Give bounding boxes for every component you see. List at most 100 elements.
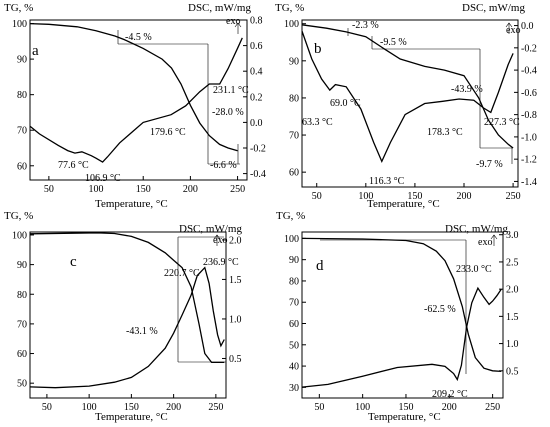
panel-c-plot-frame (29, 231, 227, 399)
panel-d-right-tick-label: 1.0 (506, 339, 519, 350)
panel-c-left-tick-label: 100 (12, 230, 27, 241)
panel-c-right-tick-label: 2.0 (229, 235, 242, 246)
panel-a-right-tick-label: 0.2 (250, 92, 263, 103)
panel-b-guides (347, 28, 513, 164)
panel-b-annotation: 178.3 °C (427, 127, 463, 138)
panel-a-left-tick-label: 80 (17, 90, 27, 101)
panel-d-x-axis-label: Temperature, °C (368, 411, 441, 423)
panel-c-x-tick-label: 250 (208, 402, 223, 413)
panel-b-exo-arrow (505, 22, 513, 34)
panel-a-right-tick-label: -0.2 (250, 144, 266, 155)
panel-b-x-tick-label: 250 (506, 191, 521, 202)
panel-a-annotation: -28.0 % (212, 107, 244, 118)
panel-b-right-tick-label: -0.8 (521, 110, 537, 121)
panel-c-right-tick-label: 1.5 (229, 275, 242, 286)
panel-d-left-tick-label: 30 (289, 383, 299, 394)
panel-a-annotation: 231.1 °C (213, 85, 249, 96)
panel-b-annotation: 116.3 °C (369, 176, 405, 187)
panel-a-right-axis-label: DSC, mW/mg (188, 2, 251, 14)
panel-a-letter: a (32, 43, 39, 59)
panel-b-left-tick-label: 60 (289, 168, 299, 179)
panel-c-exo-label: exo (213, 235, 227, 246)
panel-d-annotation: 233.0 °C (456, 264, 492, 275)
panel-d-x-tick-label: 250 (485, 402, 500, 413)
panel-a-left-axis-label: TG, % (4, 2, 33, 14)
panel-b-right-tick-label: -0.4 (521, 66, 537, 77)
panel-b-left-tick-label: 80 (289, 93, 299, 104)
panel-b-left-tick-label: 70 (289, 131, 299, 142)
panel-c-guides (177, 236, 226, 363)
panel-c: TG, % DSC, mW/mg exo c Temperature, °C 2… (4, 210, 242, 423)
panel-b-tg-curve (301, 24, 514, 149)
panel-d-left-tick-label: 40 (289, 362, 299, 373)
panel-d-exo-label: exo (478, 237, 492, 248)
panel-c-x-tick-label: 150 (124, 402, 139, 413)
panel-c-left-tick-label: 60 (17, 349, 27, 360)
panel-b-annotation: 69.0 °C (330, 98, 361, 109)
panel-d-dsc-curve (301, 286, 502, 388)
panel-d-annotation: -62.5 % (424, 304, 456, 315)
panel-c-annotation: 236.9 °C (203, 257, 239, 268)
panel-b-annotation: 227.3 °C (484, 117, 520, 128)
panel-c-tg-curve (29, 232, 225, 364)
panel-a-x-axis-label: Temperature, °C (95, 198, 168, 210)
panel-b-annotation: -2.3 % (352, 20, 379, 31)
panel-d-left-tick-label: 60 (289, 319, 299, 330)
panel-a-right-tick-label: 0.6 (250, 41, 263, 52)
panel-a-right-tick-label: -0.4 (250, 169, 266, 180)
panel-d-x-tick-label: 100 (355, 402, 370, 413)
panel-b-right-tick-label: -1.0 (521, 132, 537, 143)
panel-b-x-tick-label: 150 (407, 191, 422, 202)
panel-b-x-axis-label: Temperature, °C (367, 198, 440, 210)
panel-b-x-tick-label: 200 (457, 191, 472, 202)
panel-d-left-tick-label: 50 (289, 340, 299, 351)
panel-b-annotation: -9.5 % (380, 37, 407, 48)
panel-b-exo-label: exo (506, 25, 520, 36)
panel-c-right-tick-label: 0.5 (229, 354, 242, 365)
panel-d-left-tick-label: 90 (289, 255, 299, 266)
panel-a-right-tick-label: 0.4 (250, 67, 263, 78)
panel-d-left-tick-label: 100 (284, 234, 299, 245)
panel-d-right-tick-label: 1.5 (506, 312, 519, 323)
panel-d-x-tick-label: 50 (314, 402, 324, 413)
panel-c-exo-arrow (213, 234, 221, 246)
panel-c-dsc-curve (29, 266, 225, 389)
panel-d-letter: d (316, 258, 324, 274)
panel-d-exo-arrow (490, 234, 498, 246)
panel-d-annotation: 209.2 °C (432, 389, 468, 400)
panel-d-left-tick-label: 70 (289, 298, 299, 309)
panel-d-tg-curve (301, 237, 502, 373)
panel-d-right-tick-label: 2.5 (506, 257, 519, 268)
panel-a-left-tick-label: 90 (17, 55, 27, 66)
panel-b-right-tick-label: -0.2 (521, 43, 537, 54)
panel-b-x-tick-label: 50 (312, 191, 322, 202)
panel-b-right-tick-label: -1.2 (521, 155, 537, 166)
panel-d-right-axis-label: DSC, mW/mg (445, 223, 508, 235)
panel-b-plot-frame (301, 19, 519, 188)
panel-a-dsc-curve (29, 37, 243, 163)
panel-c-annotation: 220.7 °C (164, 268, 200, 279)
panel-a-x-tick-label: 150 (136, 184, 151, 195)
panel-a-guides (117, 30, 240, 165)
panel-c-x-tick-label: 200 (166, 402, 181, 413)
panel-c-annotation: -43.1 % (126, 326, 158, 337)
panel-a-tg-curve (29, 22, 238, 152)
panel-b-left-tick-label: 90 (289, 56, 299, 67)
panel-c-left-tick-label: 90 (17, 260, 27, 271)
panel-b-annotation: -9.7 % (476, 159, 503, 170)
panel-d: TG, % DSC, mW/mg exo d Temperature, °C 2… (276, 210, 519, 423)
panel-d-x-tick-label: 200 (442, 402, 457, 413)
panel-c-left-axis-label: TG, % (4, 210, 33, 222)
panel-c-x-tick-label: 50 (42, 402, 52, 413)
panel-b-left-tick-label: 100 (284, 19, 299, 30)
panel-a-right-tick-label: 0.0 (250, 118, 263, 129)
panel-d-right-tick-label: 2.0 (506, 285, 519, 296)
panel-d-x-tick-label: 150 (398, 402, 413, 413)
panel-a-annotation: 179.6 °C (150, 127, 186, 138)
panel-b-right-tick-label: -1.4 (521, 177, 537, 188)
panel-a-x-tick-label: 200 (183, 184, 198, 195)
panel-b-right-axis-label: DSC, mW/mg (462, 2, 525, 14)
panel-a: TG, % DSC, mW/mg exo a Temperature, °C -… (4, 2, 266, 210)
panel-a-x-tick-label: 50 (44, 184, 54, 195)
